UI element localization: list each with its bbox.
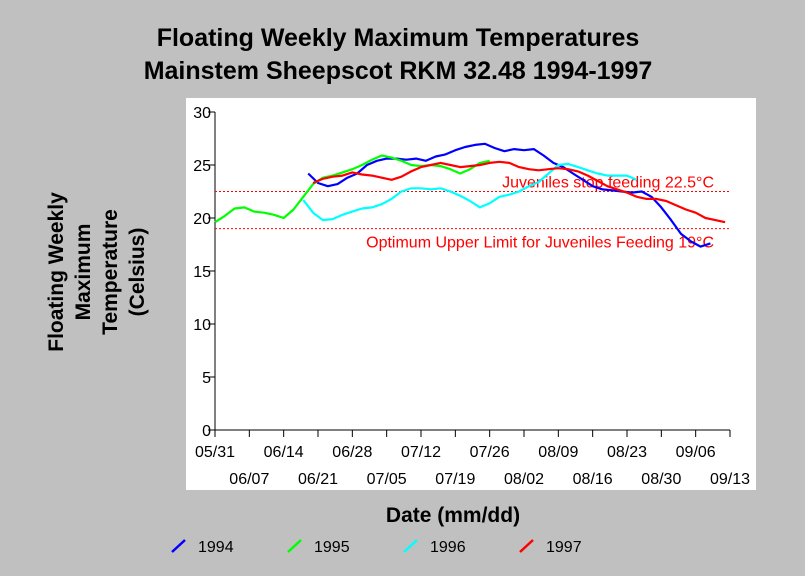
- x-tick-label: 06/21: [298, 471, 338, 488]
- reference-line-label: Juveniles stop feeding 22.5°C: [502, 175, 714, 192]
- x-tick-label: 06/28: [332, 444, 372, 461]
- y-axis-title-line-4: (Celsius): [126, 228, 149, 317]
- x-tick-label: 08/09: [538, 444, 578, 461]
- y-tick-label: 5: [202, 370, 211, 387]
- y-tick-label: 15: [193, 264, 211, 281]
- reference-line-label: Optimum Upper Limit for Juveniles Feedin…: [366, 235, 714, 252]
- legend-swatch-1996: [403, 539, 418, 553]
- series-line-1995: [214, 154, 490, 224]
- y-axis-title-line-1: Floating Weekly: [45, 192, 68, 352]
- x-tick-label: 06/07: [229, 471, 269, 488]
- x-tick-label: 08/23: [607, 444, 647, 461]
- legend-label-1994: 1994: [198, 539, 234, 556]
- legend-swatch-1995: [287, 539, 302, 553]
- axes: 0 5 10 15 20 25 30 05/31 06/07 06/14 06/21 06/28 07/…: [193, 105, 750, 488]
- x-tick-label: 09/06: [676, 444, 716, 461]
- y-tick-label: 30: [193, 105, 211, 122]
- legend: 1994 1995 1996 1997: [171, 539, 582, 556]
- series-line-1997: [312, 160, 726, 224]
- chart-title-line-1: Floating Weekly Maximum Temperatures: [157, 24, 640, 52]
- y-tick-label: 10: [193, 317, 211, 334]
- x-tick-label: 07/05: [367, 471, 407, 488]
- x-tick-label: 08/16: [573, 471, 613, 488]
- reference-lines: Juveniles stop feeding 22.5°C Optimum Upp…: [215, 175, 730, 252]
- plot-area: [186, 98, 756, 490]
- legend-label-1995: 1995: [314, 539, 350, 556]
- x-tick-label: 07/19: [435, 471, 475, 488]
- x-tick-label: 05/31: [195, 444, 235, 461]
- y-tick-label: 0: [202, 423, 211, 440]
- x-tick-label: 08/02: [504, 471, 544, 488]
- chart-title-line-2: Mainstem Sheepscot RKM 32.48 1994-1997: [144, 57, 653, 85]
- y-tick-label: 20: [193, 211, 211, 228]
- y-tick-label: 25: [193, 158, 211, 175]
- y-axis-title-line-3: Temperature: [99, 209, 122, 335]
- y-axis-title: Floating Weekly Maximum Temperature (Cel…: [45, 192, 149, 352]
- x-axis-title: Date (mm/dd): [386, 504, 520, 527]
- legend-swatch-1994: [171, 539, 186, 553]
- series-lines: [214, 142, 726, 248]
- legend-label-1997: 1997: [546, 539, 582, 556]
- x-tick-label: 07/12: [401, 444, 441, 461]
- y-axis-title-line-2: Maximum: [72, 224, 95, 321]
- series-line-1994: [307, 142, 711, 248]
- series-line-1996: [302, 162, 638, 222]
- x-tick-label: 06/14: [264, 444, 304, 461]
- x-tick-label: 09/13: [710, 471, 750, 488]
- x-tick-label: 07/26: [470, 444, 510, 461]
- x-tick-label: 08/30: [641, 471, 681, 488]
- legend-label-1996: 1996: [430, 539, 466, 556]
- legend-swatch-1997: [519, 539, 534, 553]
